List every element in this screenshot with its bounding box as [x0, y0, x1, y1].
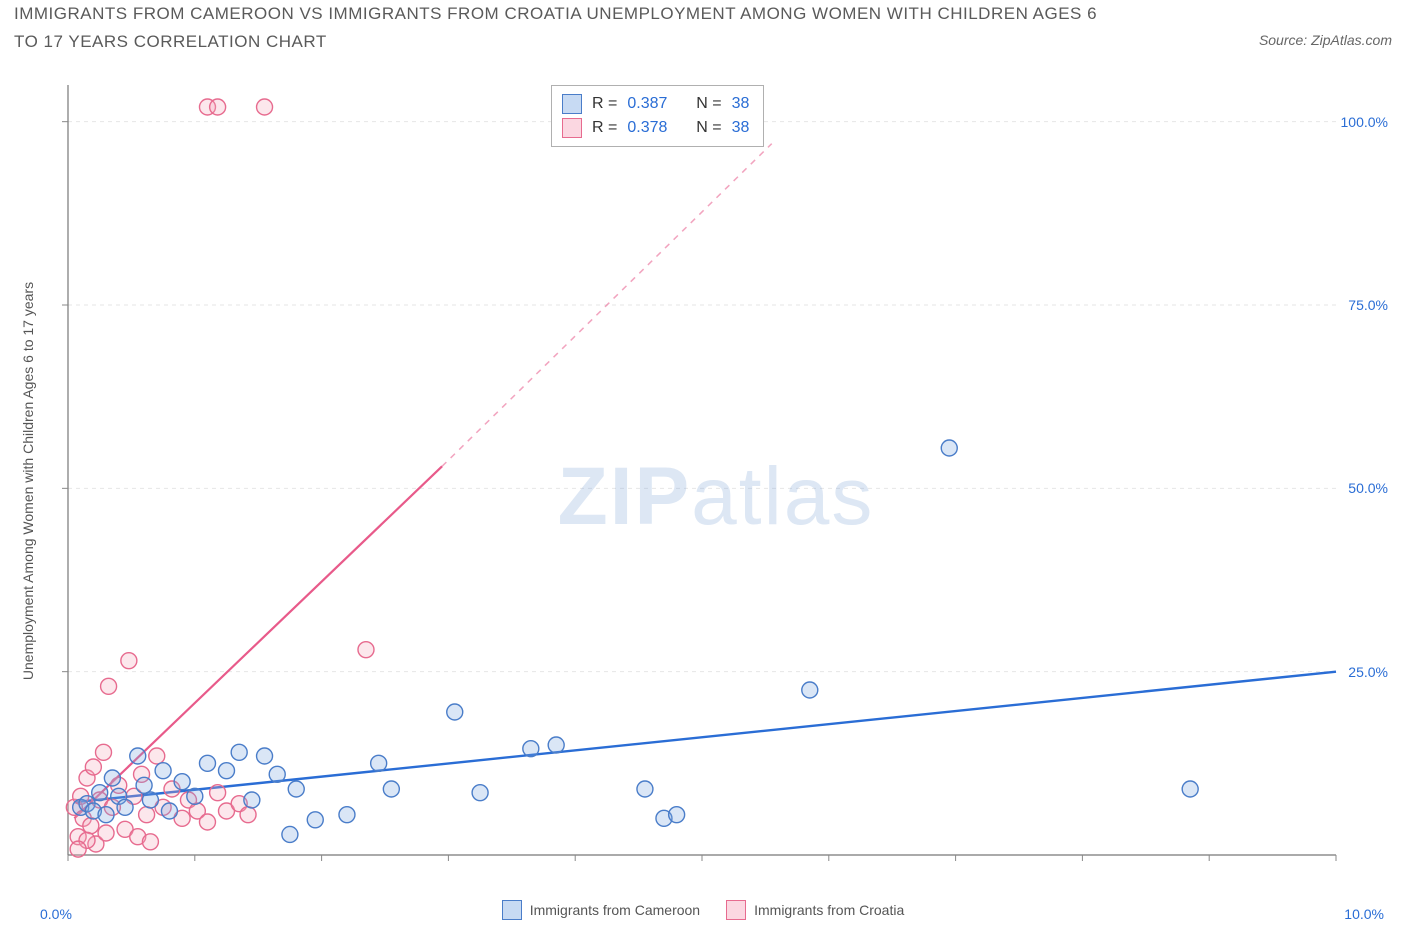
legend-stat-row: R = 0.378 N = 38 — [562, 116, 749, 140]
y-tick-label: 25.0% — [1348, 664, 1388, 680]
source-attribution: Source: ZipAtlas.com — [1259, 32, 1392, 48]
n-label: N = — [696, 92, 721, 116]
y-tick-label: 50.0% — [1348, 480, 1388, 496]
y-tick-label: 100.0% — [1341, 114, 1388, 130]
legend-item: Immigrants from Croatia — [726, 900, 904, 920]
r-value: 0.378 — [627, 116, 667, 140]
n-value: 38 — [732, 92, 750, 116]
legend-swatch — [502, 900, 522, 920]
legend-swatch — [726, 900, 746, 920]
legend-swatch — [562, 118, 582, 138]
chart-title: IMMIGRANTS FROM CAMEROON VS IMMIGRANTS F… — [14, 0, 1114, 56]
x-axis-max-label: 10.0% — [1344, 906, 1384, 922]
legend-item: Immigrants from Cameroon — [502, 900, 700, 920]
x-axis-min-label: 0.0% — [40, 906, 72, 922]
chart-area: Unemployment Among Women with Children A… — [38, 78, 1394, 883]
r-label: R = — [592, 116, 617, 140]
y-axis-label: Unemployment Among Women with Children A… — [20, 281, 36, 679]
legend-swatch — [562, 94, 582, 114]
scatter-plot — [38, 78, 1338, 868]
legend-label: Immigrants from Croatia — [754, 902, 904, 918]
correlation-legend: R = 0.387 N = 38 R = 0.378 N = 38 — [551, 85, 764, 147]
n-label: N = — [696, 116, 721, 140]
legend-stat-row: R = 0.387 N = 38 — [562, 92, 749, 116]
y-tick-label: 75.0% — [1348, 297, 1388, 313]
r-label: R = — [592, 92, 617, 116]
series-legend: Immigrants from Cameroon Immigrants from … — [0, 900, 1406, 920]
chart-header: IMMIGRANTS FROM CAMEROON VS IMMIGRANTS F… — [14, 0, 1392, 80]
legend-label: Immigrants from Cameroon — [530, 902, 700, 918]
r-value: 0.387 — [627, 92, 667, 116]
n-value: 38 — [732, 116, 750, 140]
